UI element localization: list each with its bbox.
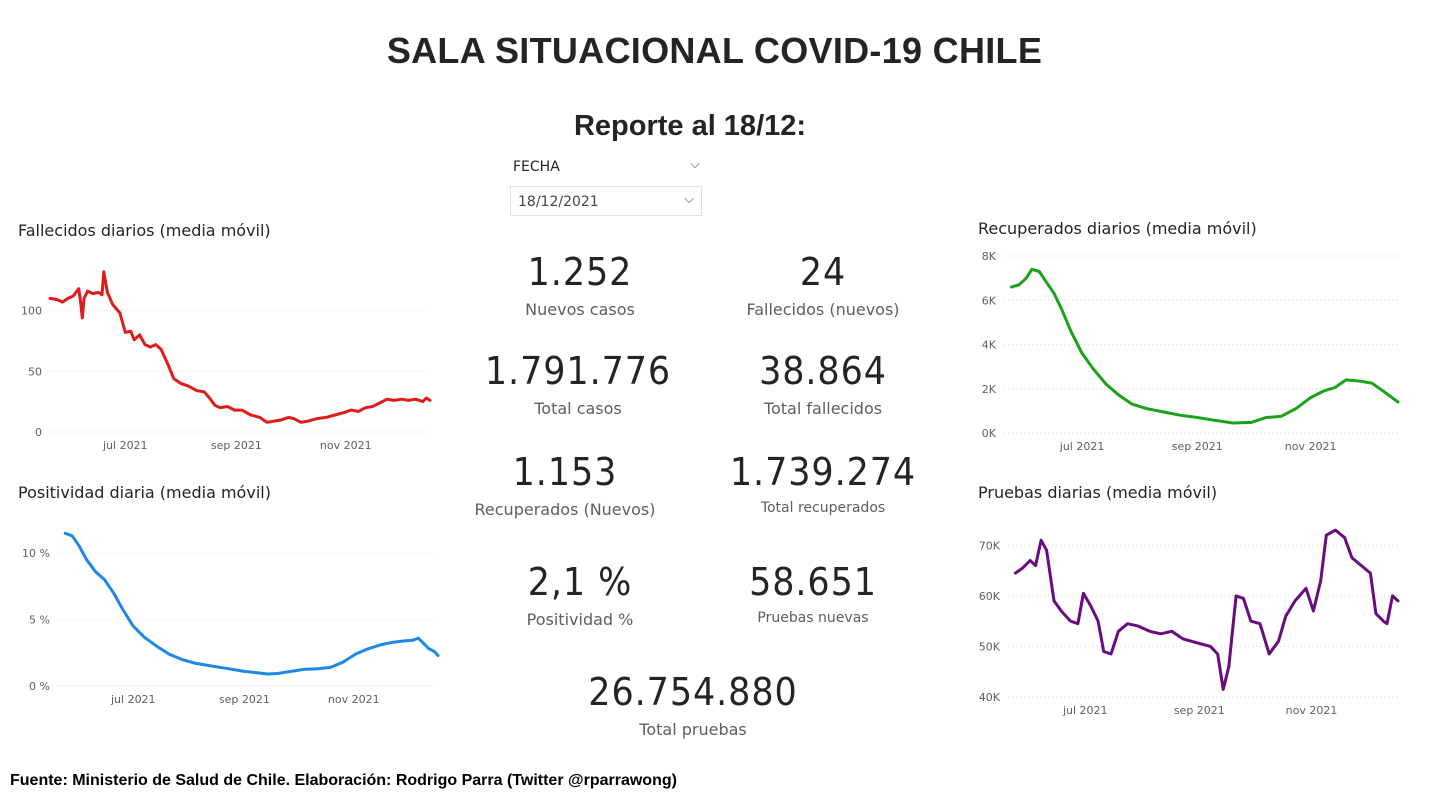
kpi-card-recuperados-nuevos: 1.153 Recuperados (Nuevos) bbox=[450, 450, 680, 519]
kpi-card-pruebas-nuevas: 58.651 Pruebas nuevas bbox=[703, 560, 923, 626]
x-tick-label: nov 2021 bbox=[1286, 704, 1338, 717]
chevron-down-icon[interactable]: ⌵ bbox=[684, 192, 694, 207]
kpi-card-nuevos-casos: 1.252 Nuevos casos bbox=[470, 250, 690, 319]
kpi-card-total-fallecidos: 38.864 Total fallecidos bbox=[703, 349, 943, 418]
kpi-label: Recuperados (Nuevos) bbox=[474, 500, 656, 519]
x-tick-label: jul 2021 bbox=[102, 439, 148, 452]
x-tick-label: jul 2021 bbox=[110, 693, 156, 706]
chart-title-pruebas: Pruebas diarias (media móvil) bbox=[978, 483, 1218, 502]
kpi-label: Nuevos casos bbox=[525, 300, 635, 319]
x-tick-label: sep 2021 bbox=[1172, 440, 1223, 453]
y-tick-label: 70K bbox=[979, 539, 1001, 552]
kpi-value: 1.153 bbox=[512, 450, 618, 494]
kpi-card-fallecidos-nuevos: 24 Fallecidos (nuevos) bbox=[713, 250, 933, 319]
x-tick-label: nov 2021 bbox=[328, 693, 380, 706]
series-line bbox=[1013, 528, 1400, 691]
y-tick-label: 6K bbox=[982, 294, 997, 307]
kpi-card-total-pruebas: 26.754.880 Total pruebas bbox=[553, 670, 833, 739]
y-tick-label: 0 bbox=[35, 426, 42, 439]
x-tick-label: jul 2021 bbox=[1059, 440, 1105, 453]
y-tick-label: 0K bbox=[982, 427, 997, 440]
page-title: SALA SITUACIONAL COVID-19 CHILE bbox=[386, 30, 1043, 71]
y-tick-label: 100 bbox=[21, 305, 42, 318]
x-tick-label: sep 2021 bbox=[211, 439, 262, 452]
slicer-header[interactable]: FECHA ⌵ bbox=[513, 157, 703, 175]
kpi-label: Total recuperados bbox=[760, 500, 886, 516]
series-line bbox=[1009, 267, 1400, 425]
kpi-label: Total fallecidos bbox=[763, 399, 883, 418]
y-tick-label: 8K bbox=[982, 250, 997, 263]
kpi-value: 2,1 % bbox=[527, 560, 633, 604]
kpi-value: 1.791.776 bbox=[484, 349, 672, 393]
kpi-value: 1.252 bbox=[527, 250, 633, 294]
kpi-card-total-casos: 1.791.776 Total casos bbox=[448, 349, 708, 418]
x-tick-label: nov 2021 bbox=[320, 439, 372, 452]
kpi-card-total-recuperados: 1.739.274 Total recuperados bbox=[693, 450, 953, 516]
slicer-label: FECHA bbox=[513, 159, 560, 175]
kpi-value: 26.754.880 bbox=[588, 670, 798, 714]
x-tick-label: sep 2021 bbox=[1174, 704, 1225, 717]
chart-title-recuperados: Recuperados diarios (media móvil) bbox=[978, 219, 1257, 238]
y-tick-label: 10 % bbox=[22, 547, 50, 560]
slicer-value: 18/12/2021 bbox=[518, 194, 599, 210]
kpi-label: Positividad % bbox=[526, 610, 634, 629]
chart-title-positividad: Positividad diaria (media móvil) bbox=[18, 483, 271, 502]
kpi-label: Total pruebas bbox=[639, 720, 747, 739]
y-tick-label: 5 % bbox=[29, 614, 50, 627]
y-tick-label: 50 bbox=[28, 365, 42, 378]
y-tick-label: 0 % bbox=[29, 680, 50, 693]
series-line bbox=[48, 270, 432, 424]
kpi-label: Fallecidos (nuevos) bbox=[746, 300, 900, 319]
footer-source: Fuente: Ministerio de Salud de Chile. El… bbox=[10, 772, 677, 789]
x-tick-label: nov 2021 bbox=[1285, 440, 1337, 453]
date-slicer-dropdown[interactable]: 18/12/2021 ⌵ bbox=[510, 186, 702, 216]
report-title: Reporte al 18/12: bbox=[573, 110, 807, 142]
kpi-card-positividad: 2,1 % Positividad % bbox=[470, 560, 690, 629]
x-tick-label: jul 2021 bbox=[1062, 704, 1108, 717]
y-tick-label: 2K bbox=[982, 383, 997, 396]
kpi-value: 1.739.274 bbox=[729, 450, 917, 494]
y-tick-label: 40K bbox=[979, 691, 1001, 704]
series-line bbox=[63, 531, 440, 676]
kpi-label: Total casos bbox=[534, 399, 622, 418]
chevron-down-icon[interactable]: ⌵ bbox=[690, 157, 700, 172]
y-tick-label: 60K bbox=[979, 590, 1001, 603]
chart-title-fallecidos: Fallecidos diarios (media móvil) bbox=[18, 221, 271, 240]
kpi-label: Pruebas nuevas bbox=[757, 610, 869, 626]
x-tick-label: sep 2021 bbox=[219, 693, 270, 706]
y-tick-label: 50K bbox=[979, 640, 1001, 653]
y-tick-label: 4K bbox=[982, 339, 997, 352]
kpi-value: 38.864 bbox=[759, 349, 887, 393]
kpi-value: 58.651 bbox=[749, 560, 877, 604]
kpi-value: 24 bbox=[799, 250, 847, 294]
